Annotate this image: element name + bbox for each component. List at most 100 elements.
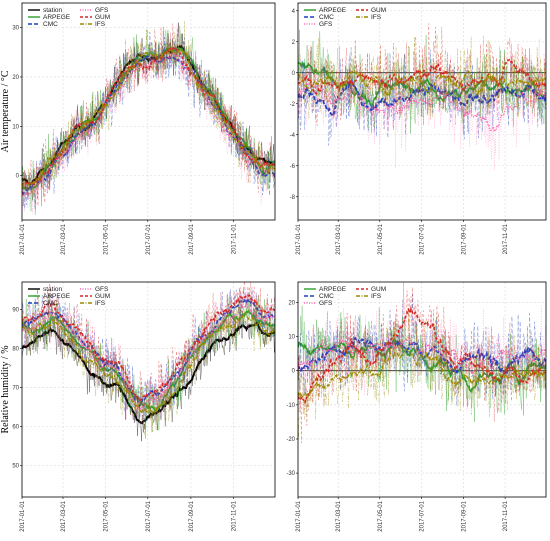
series-smooth-gfs [298,335,546,375]
legend-label: CMC [319,293,334,300]
panel-top-right: -8 -6 -4 -2 0 2 4 2017-01-01 2017-03-01 2017-05-0… [290,2,547,255]
series-group [22,282,275,442]
x-tick-label: 2017-01-01 [20,223,26,254]
series-smooth-gum [22,44,275,187]
y-tick-label: 10 [288,335,295,341]
series-smooth-gum [298,58,546,96]
series-smooth-gfs [22,302,275,412]
plot-frame [21,281,276,498]
series-daily-ifs [298,313,546,439]
y-tick-label: 20 [288,300,295,306]
legend-label: IFS [371,293,382,300]
y-tick-label: 0 [16,174,20,180]
x-tick-label: 2017-03-01 [336,500,342,531]
legend-label: GFS [319,300,333,307]
y-tick-label: 0 [292,71,296,77]
legend-label: GFS [95,286,109,293]
y-tick-label: 50 [12,464,19,470]
series-daily-gum [298,23,546,132]
x-tick-label: 2017-09-01 [189,223,195,254]
legend-label: IFS [95,21,106,28]
x-tick-label: 2017-01-01 [20,500,26,531]
series-daily-gum [22,23,275,206]
x-tick-label: 2017-03-01 [61,223,67,254]
legend-label: GFS [95,7,109,14]
y-tick-label: -10 [286,403,295,409]
series-smooth-ifs [298,69,546,98]
legend-label: ARPEGE [319,7,347,14]
x-tick-label: 2017-09-01 [462,223,468,254]
y-tick-label: 70 [12,386,19,392]
x-tick-label: 2017-03-01 [61,500,67,531]
legend-label: ARPEGE [43,14,71,21]
legend-label: ARPEGE [43,293,71,300]
series-daily-ifs [22,20,275,199]
legend-label: GUM [371,286,386,293]
legend-label: CMC [43,300,58,307]
plot-frame [297,2,547,221]
y-tick-label: 2 [292,40,296,46]
legend-label: CMC [319,14,334,21]
x-tick-label: 2017-01-01 [296,500,302,531]
x-tick-label: 2017-11-01 [503,223,509,254]
y-tick-label: -30 [286,471,295,477]
series-daily-cmc [22,31,275,211]
y-tick-label: 80 [12,346,19,352]
legend-label: ARPEGE [319,286,347,293]
x-tick-label: 2017-07-01 [146,223,152,254]
series-daily-ifs [22,295,275,435]
y-axis-label: Air temperature / °C [0,70,11,152]
x-tick-label: 2017-07-01 [419,223,425,254]
series-daily-ifs [298,33,546,129]
series-smooth-ifs [298,347,546,398]
y-tick-label: 4 [292,9,296,15]
legend-label: GUM [95,293,110,300]
legend-label: GUM [95,14,110,21]
y-tick-label: -6 [290,164,296,170]
y-tick-label: 60 [12,425,19,431]
series-smooth-ifs [22,46,275,189]
series-daily-cmc [298,294,546,406]
x-tick-label: 2017-03-01 [336,223,342,254]
x-tick-label: 2017-11-01 [231,500,237,531]
x-tick-label: 2017-05-01 [103,223,109,254]
legend-label: CMC [43,21,58,28]
y-axis-label: Relative humidity / % [0,345,11,433]
series-smooth-gum [298,306,546,404]
legend-label: IFS [371,14,382,21]
y-tick-label: -4 [290,133,296,139]
plot-frame [297,281,547,498]
x-tick-label: 2017-05-01 [103,500,109,531]
y-tick-label: 20 [12,75,19,81]
series-smooth-ifs [22,313,275,414]
y-tick-label: -20 [286,437,295,443]
series-smooth-gfs [22,50,275,199]
x-tick-label: 2017-05-01 [378,500,384,531]
legend-label: IFS [95,300,106,307]
y-tick-label: 10 [12,124,19,130]
series-daily-gfs [298,38,546,171]
y-tick-label: -2 [290,102,296,108]
plot-frame [21,2,276,221]
panel-bottom-right: -30 -20 -10 0 10 20 2017-01-01 2017-03-01 2017-0… [286,281,547,532]
y-tick-label: 30 [12,26,19,32]
x-tick-label: 2017-05-01 [378,223,384,254]
series-smooth-gfs [298,80,546,134]
x-tick-label: 2017-01-01 [296,223,302,254]
legend-label: station [43,7,63,14]
y-tick-label: 90 [12,307,19,313]
series-group [298,282,546,443]
x-tick-label: 2017-11-01 [503,500,509,531]
legend-label: GUM [371,7,386,14]
legend-label: GFS [319,21,333,28]
y-tick-label: 0 [292,369,296,375]
x-tick-label: 2017-11-01 [231,223,237,254]
panel-top-left: 0 10 20 30 2017-01-01 2017-03-01 2017-05-01 201… [0,2,276,255]
x-tick-label: 2017-09-01 [462,500,468,531]
series-group [298,23,546,171]
